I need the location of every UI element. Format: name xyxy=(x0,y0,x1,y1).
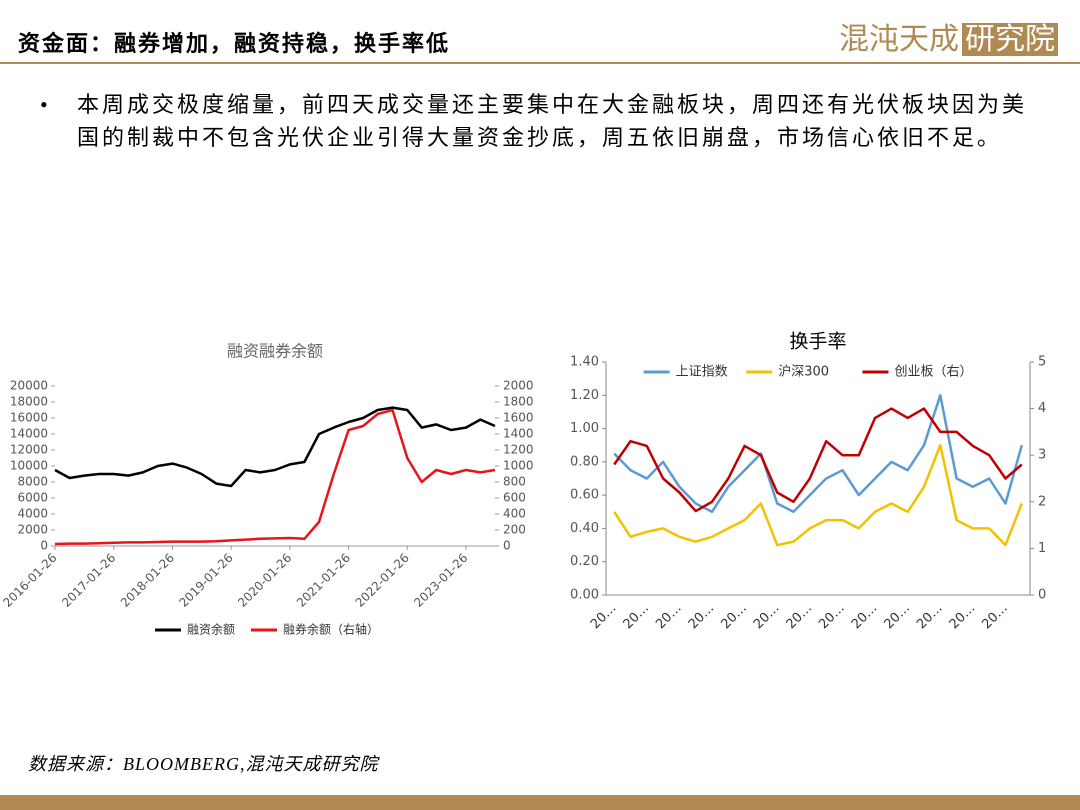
series-line xyxy=(613,394,1024,514)
y-tick-label: 10000 xyxy=(10,459,48,473)
x-tick-label: 2017-01-26 xyxy=(59,551,118,610)
legend-label: 沪深300 xyxy=(778,364,829,380)
y-tick-label: 12000 xyxy=(10,443,48,457)
x-tick-label: 20… xyxy=(718,601,749,632)
y2-tick-label: 1200 xyxy=(503,443,534,457)
x-tick-label: 20… xyxy=(588,601,619,632)
y-tick-label: 1.00 xyxy=(570,421,599,436)
x-tick-label: 2019-01-26 xyxy=(177,551,236,610)
x-tick-label: 2021-01-26 xyxy=(294,551,353,610)
bullet-dot: • xyxy=(40,92,51,117)
legend-label: 上证指数 xyxy=(676,365,728,380)
x-tick-label: 2022-01-26 xyxy=(353,551,412,610)
logo-text: 混沌天成 xyxy=(839,23,959,56)
y2-tick-label: 1 xyxy=(1038,541,1046,556)
y2-tick-label: 5 xyxy=(1038,355,1046,370)
bullet: • 本周成交极度缩量，前四天成交量还主要集中在大金融板块，周四还有光伏板块因为美国… xyxy=(40,88,1030,154)
y-tick-label: 14000 xyxy=(10,427,48,441)
y2-tick-label: 1000 xyxy=(503,459,534,473)
logo: 混沌天成 研究院 xyxy=(839,14,1058,58)
y-tick-label: 0.00 xyxy=(570,588,599,603)
x-tick-label: 2016-01-26 xyxy=(0,551,59,610)
x-tick-label: 20… xyxy=(686,601,717,632)
header-rule xyxy=(0,62,1080,64)
y2-tick-label: 4 xyxy=(1038,401,1046,416)
y-tick-label: 0.40 xyxy=(570,521,599,536)
x-tick-label: 2018-01-26 xyxy=(118,551,177,610)
y-tick-label: 8000 xyxy=(17,475,48,489)
series-line xyxy=(54,406,496,488)
y-tick-label: 0.60 xyxy=(570,488,599,503)
chart-title: 换手率 xyxy=(789,331,846,353)
series-line xyxy=(613,407,1023,513)
y2-tick-label: 1800 xyxy=(503,395,534,409)
logo-box: 研究院 xyxy=(962,23,1058,56)
y-tick-label: 0 xyxy=(40,539,48,553)
source-note: 数据来源：BLOOMBERG,混沌天成研究院 xyxy=(28,754,379,774)
x-tick-label: 20… xyxy=(751,601,782,632)
legend-label: 创业板（右） xyxy=(894,365,972,380)
y2-tick-label: 2 xyxy=(1038,494,1046,509)
x-tick-label: 20… xyxy=(784,601,815,632)
y-tick-label: 2000 xyxy=(17,523,48,537)
x-tick-label: 20… xyxy=(979,601,1010,632)
x-tick-label: 20… xyxy=(881,601,912,632)
y2-tick-label: 0 xyxy=(1038,588,1046,603)
x-tick-label: 20… xyxy=(914,601,945,632)
x-tick-label: 20… xyxy=(849,601,880,632)
legend-label: 融券余额（右轴） xyxy=(283,622,379,637)
series-line xyxy=(54,408,496,546)
y-tick-label: 0.20 xyxy=(570,554,599,569)
y-tick-label: 6000 xyxy=(17,491,48,505)
chart-title: 融资融券余额 xyxy=(227,342,323,361)
x-tick-label: 20… xyxy=(816,601,847,632)
y2-tick-label: 400 xyxy=(503,507,526,521)
x-tick-label: 2023-01-26 xyxy=(411,551,470,610)
series-line xyxy=(613,443,1023,547)
y2-tick-label: 0 xyxy=(503,539,511,553)
x-tick-label: 20… xyxy=(653,601,684,632)
y-tick-label: 16000 xyxy=(10,411,48,425)
y2-tick-label: 600 xyxy=(503,491,526,505)
footer-bar xyxy=(0,795,1080,810)
slide-title: 资金面：融券增加，融资持稳，换手率低 xyxy=(18,31,451,56)
y2-tick-label: 2000 xyxy=(503,379,534,393)
x-tick-label: 2020-01-26 xyxy=(235,551,294,610)
y-tick-label: 1.20 xyxy=(570,388,599,403)
y-tick-label: 1.40 xyxy=(570,355,599,370)
legend-label: 融资余额 xyxy=(187,622,235,637)
y2-tick-label: 3 xyxy=(1038,448,1046,463)
y2-tick-label: 200 xyxy=(503,523,526,537)
x-tick-label: 20… xyxy=(947,601,978,632)
y2-tick-label: 1600 xyxy=(503,411,534,425)
y2-tick-label: 800 xyxy=(503,475,526,489)
x-tick-label: 20… xyxy=(621,601,652,632)
y-tick-label: 20000 xyxy=(10,379,48,393)
y2-tick-label: 1400 xyxy=(503,427,534,441)
y-tick-label: 0.80 xyxy=(570,454,599,469)
bullet-text: 本周成交极度缩量，前四天成交量还主要集中在大金融板块，周四还有光伏板块因为美国的… xyxy=(77,92,1028,150)
y-tick-label: 4000 xyxy=(17,507,48,521)
y-tick-label: 18000 xyxy=(10,395,48,409)
